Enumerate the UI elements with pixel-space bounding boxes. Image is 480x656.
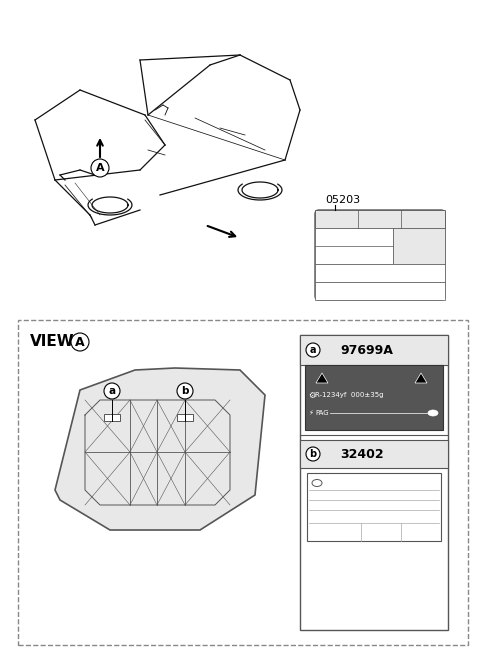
Ellipse shape <box>428 410 438 416</box>
Text: A: A <box>75 335 85 348</box>
Text: b: b <box>181 386 189 396</box>
Circle shape <box>91 159 109 177</box>
Bar <box>315 264 445 282</box>
Text: b: b <box>310 449 317 459</box>
FancyBboxPatch shape <box>315 210 445 300</box>
Circle shape <box>71 333 89 351</box>
Text: 97699A: 97699A <box>340 344 393 356</box>
Text: ⚡: ⚡ <box>308 410 313 416</box>
Text: 32402: 32402 <box>340 447 384 461</box>
Bar <box>104 414 120 421</box>
Bar <box>393 228 445 264</box>
Text: VIEW: VIEW <box>30 335 74 350</box>
Circle shape <box>306 447 320 461</box>
Bar <box>315 228 393 264</box>
Circle shape <box>306 343 320 357</box>
Bar <box>315 210 445 228</box>
Bar <box>300 335 448 365</box>
Bar <box>18 320 468 645</box>
Text: PAG: PAG <box>315 410 329 416</box>
Bar <box>307 473 441 541</box>
Text: R-1234yf  000±35g: R-1234yf 000±35g <box>315 392 384 398</box>
Text: A: A <box>96 163 104 173</box>
Bar <box>315 282 445 300</box>
Bar <box>300 335 448 630</box>
Bar <box>300 440 448 468</box>
Text: 05203: 05203 <box>325 195 360 205</box>
Text: ⚙: ⚙ <box>308 390 315 400</box>
Circle shape <box>104 383 120 399</box>
Polygon shape <box>415 373 427 383</box>
Polygon shape <box>55 368 265 530</box>
Circle shape <box>177 383 193 399</box>
Polygon shape <box>316 373 328 383</box>
Bar <box>305 365 443 430</box>
Text: a: a <box>310 345 316 355</box>
Text: a: a <box>108 386 116 396</box>
Ellipse shape <box>312 480 322 487</box>
Bar <box>177 414 193 421</box>
